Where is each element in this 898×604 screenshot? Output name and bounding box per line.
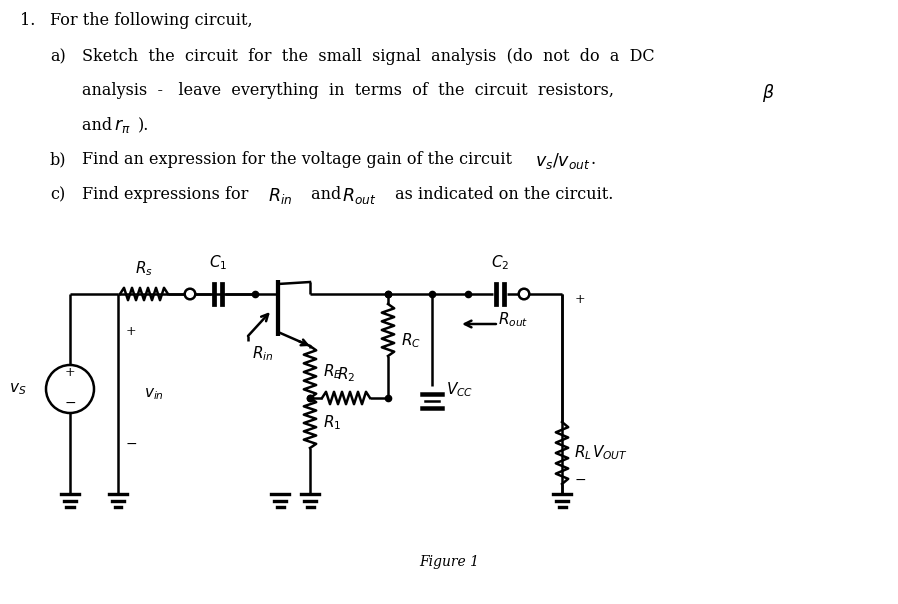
Text: $R_{in}$: $R_{in}$ (268, 186, 293, 206)
Text: and: and (82, 117, 118, 134)
Text: c): c) (50, 186, 66, 203)
Text: +: + (126, 326, 136, 338)
Text: Figure 1: Figure 1 (419, 555, 479, 569)
Text: $R_C$: $R_C$ (401, 332, 421, 350)
Text: $R_{out}$: $R_{out}$ (498, 310, 528, 329)
Text: $R_1$: $R_1$ (323, 414, 341, 432)
Text: $R_E$: $R_E$ (323, 362, 342, 381)
Text: $v_s/v_{out}$: $v_s/v_{out}$ (535, 152, 591, 172)
Text: $v_{in}$: $v_{in}$ (144, 386, 164, 402)
Text: Find an expression for the voltage gain of the circuit: Find an expression for the voltage gain … (82, 152, 517, 169)
Text: −: − (125, 437, 136, 451)
Text: $V_{CC}$: $V_{CC}$ (446, 381, 473, 399)
Text: ).: ). (138, 117, 149, 134)
Text: 1.: 1. (20, 12, 35, 29)
Text: −: − (575, 473, 586, 487)
Text: $R_{in}$: $R_{in}$ (252, 344, 274, 362)
Text: $R_L$: $R_L$ (574, 444, 592, 462)
Text: $R_2$: $R_2$ (337, 365, 355, 384)
Text: $C_2$: $C_2$ (491, 253, 509, 272)
Text: a): a) (50, 48, 66, 65)
Text: as indicated on the circuit.: as indicated on the circuit. (390, 186, 613, 203)
Text: +: + (65, 365, 75, 379)
Text: b): b) (50, 152, 66, 169)
Text: $C_1$: $C_1$ (209, 253, 227, 272)
Text: $R_s$: $R_s$ (135, 259, 153, 278)
Text: $\beta$: $\beta$ (762, 83, 775, 104)
Text: $R_{out}$: $R_{out}$ (342, 186, 376, 206)
Text: .: . (590, 152, 595, 169)
Text: For the following circuit,: For the following circuit, (50, 12, 252, 29)
Text: analysis  -   leave  everything  in  terms  of  the  circuit  resistors,: analysis - leave everything in terms of … (82, 83, 624, 100)
Text: $r_\pi$: $r_\pi$ (114, 117, 130, 135)
Circle shape (519, 289, 529, 300)
Text: $v_S$: $v_S$ (9, 381, 27, 397)
Text: Find expressions for: Find expressions for (82, 186, 253, 203)
Text: Sketch  the  circuit  for  the  small  signal  analysis  (do  not  do  a  DC: Sketch the circuit for the small signal … (82, 48, 655, 65)
Text: +: + (575, 294, 585, 306)
Text: $V_{OUT}$: $V_{OUT}$ (592, 444, 628, 462)
Text: −: − (64, 396, 75, 410)
Text: and: and (306, 186, 347, 203)
Circle shape (185, 289, 195, 300)
